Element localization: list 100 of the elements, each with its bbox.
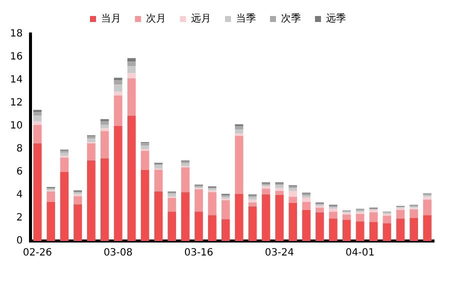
bar: [356, 221, 364, 241]
bar: [288, 203, 298, 241]
bar: [154, 165, 163, 169]
bar: [234, 133, 244, 136]
bar: [33, 116, 42, 122]
bar: [181, 163, 190, 166]
bar: [194, 212, 203, 241]
bar: [127, 58, 136, 62]
bar: [316, 212, 324, 241]
bar: [369, 222, 378, 241]
bar: [234, 129, 244, 134]
bar: [208, 192, 216, 216]
bar: [342, 214, 351, 220]
bar: [275, 190, 284, 195]
bar: [208, 215, 216, 241]
legend-label: 远季: [326, 12, 346, 25]
bar: [100, 131, 109, 158]
y-tick-label: 10: [10, 120, 23, 132]
y-tick-label: 2: [16, 212, 23, 224]
x-tick-label: 02-26: [22, 248, 52, 259]
bar: [356, 214, 364, 222]
bar: [181, 167, 190, 192]
bar: [369, 212, 378, 222]
bar: [181, 192, 190, 241]
bar: [33, 121, 42, 125]
x-tick-label: 03-08: [104, 248, 133, 259]
bar: [60, 158, 68, 172]
bar: [275, 195, 284, 241]
bar: [87, 143, 96, 160]
bar: [168, 198, 176, 212]
bar: [114, 80, 122, 85]
bar: [221, 200, 230, 220]
y-tick-label: 12: [10, 98, 23, 109]
bar: [100, 121, 109, 125]
bar: [410, 218, 418, 241]
legend-label: 次季: [281, 12, 301, 25]
bar: [221, 219, 230, 241]
legend-label: 当月: [101, 12, 121, 25]
bar: [275, 188, 284, 191]
legend-label: 远月: [191, 12, 211, 25]
bar: [342, 220, 351, 241]
bar: [87, 138, 96, 142]
legend-label: 当季: [236, 12, 256, 25]
bar: [316, 208, 324, 212]
bar: [140, 150, 150, 170]
y-tick-label: 6: [16, 166, 23, 178]
legend-label: 次月: [146, 14, 166, 25]
bar: [74, 204, 82, 241]
bar: [127, 66, 136, 74]
x-tick-label: 03-16: [184, 248, 214, 259]
bar: [60, 152, 68, 156]
bar: [154, 192, 163, 241]
bar: [262, 194, 270, 241]
bar: [114, 92, 122, 96]
bar: [127, 116, 136, 241]
bar: [302, 198, 310, 202]
bar: [33, 112, 42, 116]
y-tick-label: 4: [16, 190, 23, 201]
bar: [46, 192, 56, 202]
bar: [33, 143, 42, 241]
bar: [288, 196, 298, 204]
bar: [423, 200, 432, 216]
bar: [87, 160, 96, 241]
bar: [302, 202, 310, 210]
bar: [423, 215, 432, 241]
x-tick-label: 03-24: [264, 248, 294, 259]
bar: [382, 223, 392, 241]
bar: [60, 172, 68, 241]
y-tick-label: 0: [16, 236, 23, 247]
y-tick-label: 16: [10, 52, 23, 63]
bar: [382, 216, 392, 224]
bar: [248, 206, 257, 241]
y-tick-label: 18: [10, 28, 23, 40]
bar: [100, 158, 109, 241]
bar: [127, 62, 136, 66]
bar: [140, 146, 150, 149]
bar: [114, 126, 122, 241]
x-tick-label: 04-01: [346, 248, 375, 259]
bar: [248, 202, 257, 206]
y-tick-label: 14: [10, 74, 23, 86]
bar: [288, 188, 298, 191]
bar: [194, 189, 203, 212]
bar: [100, 124, 109, 128]
bar: [127, 73, 136, 78]
bar: [114, 84, 122, 92]
bar: [46, 202, 56, 241]
bar: [127, 78, 136, 116]
bar: [234, 126, 244, 130]
bar: [275, 185, 284, 188]
bar: [423, 196, 432, 200]
bar: [369, 210, 378, 212]
bar: [234, 194, 244, 241]
bar: [140, 170, 150, 241]
bar: [329, 218, 338, 241]
bar: [234, 136, 244, 194]
bar: [262, 188, 270, 194]
bar: [288, 190, 298, 197]
bar: [410, 209, 418, 218]
bar: [396, 210, 405, 219]
bar: [33, 124, 42, 144]
